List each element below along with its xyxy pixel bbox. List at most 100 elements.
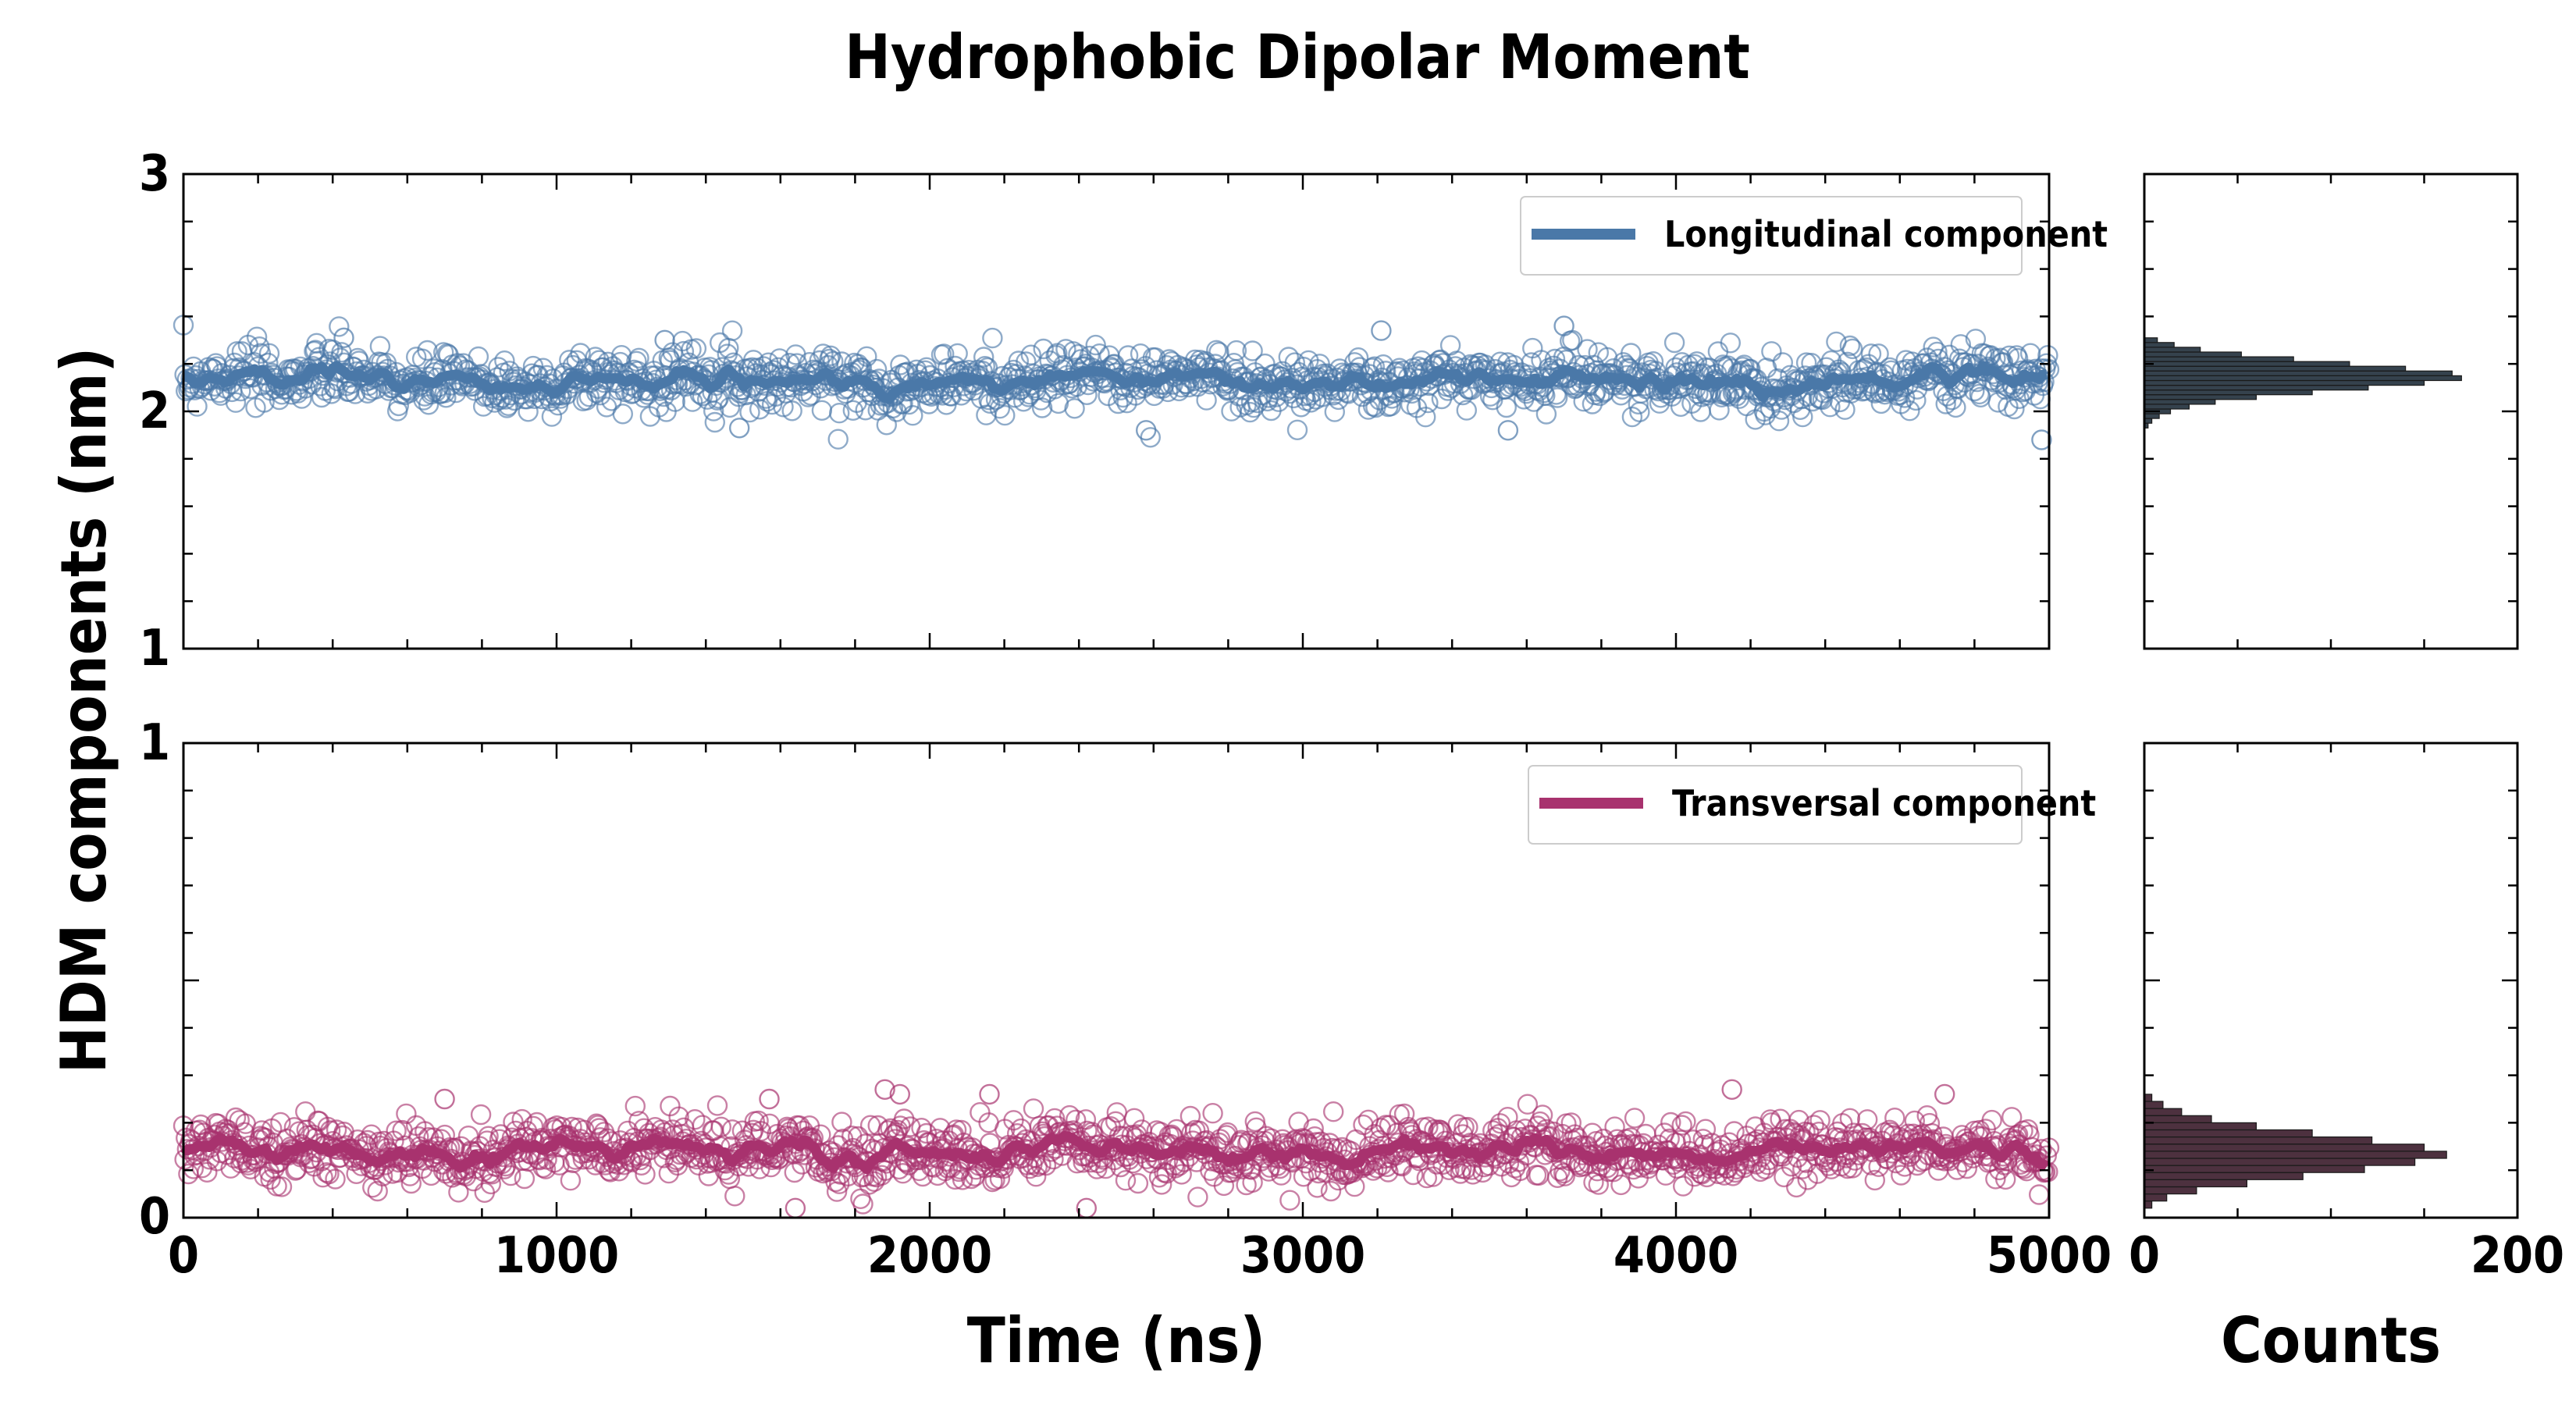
y-tick-label: 1	[139, 714, 170, 772]
longitudinal-point	[254, 392, 275, 413]
longitudinal-point	[1286, 419, 1308, 440]
longitudinal-point	[739, 401, 760, 423]
longitudinal-point	[291, 388, 312, 409]
longitudinal-point	[1226, 340, 1247, 361]
transversal-outlier-point	[874, 1079, 895, 1101]
longitudinal-point	[1016, 351, 1037, 372]
longitudinal-point	[781, 400, 802, 422]
longitudinal-point	[589, 385, 611, 406]
transversal-point	[1864, 1169, 1886, 1191]
longitudinal-y-tick-labels: 1 2 3	[139, 145, 170, 678]
transversal-point	[863, 1171, 885, 1192]
longitudinal-point	[494, 350, 515, 372]
longitudinal-point	[1535, 404, 1557, 425]
longitudinal-point	[1008, 350, 1030, 372]
transversal-ticks	[182, 742, 2051, 1219]
longitudinal-point	[311, 386, 333, 408]
longitudinal-point	[856, 346, 877, 367]
longitudinal-point	[1761, 341, 1782, 362]
legend-box	[1528, 765, 2023, 845]
legend: Transversal component	[1528, 765, 2096, 845]
transversal-point	[1981, 1109, 2002, 1131]
transversal-point	[1809, 1110, 1831, 1131]
longitudinal-point	[827, 429, 849, 450]
transversal-point	[1919, 1112, 1941, 1134]
longitudinal-point	[541, 406, 563, 427]
transversal-point	[318, 1163, 340, 1185]
transversal-point	[1604, 1116, 1625, 1137]
transversal-point	[1786, 1176, 1807, 1198]
transversal-point	[1242, 1172, 1263, 1193]
transversal-point	[1755, 1158, 1776, 1180]
longitudinal-point	[518, 401, 539, 422]
transversal-point	[1462, 1164, 1484, 1185]
longitudinal-point	[488, 357, 509, 378]
longitudinal-point	[1324, 401, 1346, 422]
longitudinal-point	[1546, 387, 1568, 408]
transversal-point	[1532, 1104, 1553, 1126]
x-axis-label: Time (ns)	[967, 1304, 1266, 1377]
longitudinal-point	[436, 387, 457, 408]
longitudinal-point	[1242, 340, 1263, 361]
legend-label: Transversal component	[1672, 782, 2096, 824]
longitudinal-point	[1431, 388, 1453, 410]
longitudinal-point	[1064, 398, 1085, 419]
longitudinal-outlier-point	[654, 329, 675, 350]
longitudinal-point	[225, 392, 247, 413]
transversal-point	[260, 1168, 281, 1190]
transversal-point	[1675, 1111, 1696, 1133]
y-tick-label: 1	[139, 620, 170, 678]
longitudinal-ticks	[182, 173, 2051, 650]
transversal-point	[1151, 1174, 1172, 1195]
transversal-point	[624, 1095, 646, 1117]
transversal-point	[1209, 1129, 1231, 1150]
longitudinal-point	[496, 397, 518, 418]
longitudinal-point	[1642, 351, 1664, 372]
transversal-point	[847, 1126, 869, 1147]
longitudinal-point	[1589, 385, 1610, 407]
transversal-point	[367, 1180, 388, 1202]
longitudinal-point	[898, 393, 920, 415]
transversal-point	[400, 1172, 422, 1194]
transversal-point	[1774, 1166, 1795, 1188]
transversal-point	[724, 1186, 745, 1207]
longitudinal-point	[1870, 393, 1892, 414]
transversal-point	[500, 1165, 521, 1186]
transversal-point	[470, 1104, 492, 1126]
longitudinal-point	[226, 341, 247, 362]
longitudinal-point	[1935, 393, 1956, 414]
transversal-point	[197, 1161, 218, 1183]
longitudinal-point	[1456, 400, 1478, 421]
transversal-point	[1671, 1115, 1692, 1136]
longitudinal-point	[1899, 400, 1920, 422]
transversal-point	[952, 1169, 973, 1190]
longitudinal-point	[721, 320, 743, 341]
y-axis-label: HDM components (nm)	[48, 347, 120, 1073]
transversal-point	[631, 1154, 652, 1176]
longitudinal-point	[828, 403, 850, 424]
transversal-point	[1320, 1180, 1342, 1202]
longitudinal-point	[1418, 392, 1439, 414]
x-tick-label: 3000	[1240, 1227, 1365, 1285]
longitudinal-point	[1196, 389, 1217, 411]
transversal-point	[396, 1103, 417, 1125]
longitudinal-point	[1062, 341, 1084, 362]
longitudinal-point	[585, 347, 606, 368]
transversal-point	[831, 1112, 852, 1133]
y-tick-label: 0	[139, 1188, 170, 1246]
transversal-point	[748, 1110, 769, 1132]
longitudinal-point	[1621, 343, 1642, 364]
longitudinal-point	[1923, 336, 1944, 357]
longitudinal-point	[673, 340, 695, 362]
transversal-point	[271, 1176, 293, 1197]
transversal-point	[668, 1106, 689, 1127]
transversal-point	[2001, 1107, 2023, 1128]
transversal-point	[706, 1095, 728, 1116]
hist-background	[2144, 743, 2517, 1218]
longitudinal-histogram-bars	[2144, 337, 2462, 429]
longitudinal-point	[246, 326, 268, 347]
transversal-point	[1792, 1158, 1813, 1179]
transversal-outlier-point	[1934, 1083, 1955, 1105]
longitudinal-point	[1905, 389, 1927, 411]
